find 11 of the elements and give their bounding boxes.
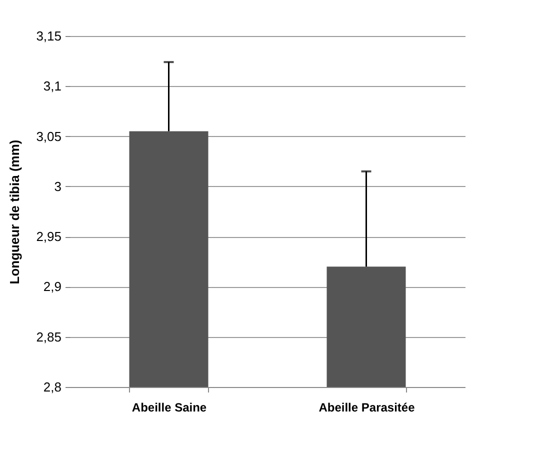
x-tick-label: Abeille Saine bbox=[132, 400, 207, 414]
y-tick-label: 3,1 bbox=[43, 78, 62, 94]
y-tick-label: 2,85 bbox=[36, 329, 62, 344]
y-tick-label: 2,9 bbox=[43, 279, 62, 294]
y-tick-label: 3,15 bbox=[36, 28, 62, 44]
y-tick-label: 3,05 bbox=[36, 128, 62, 144]
y-tick-label: 3 bbox=[54, 178, 62, 194]
x-tick-label: Abeille Parasitée bbox=[318, 400, 416, 414]
y-axis-title: Longueur de tibia (mm) bbox=[7, 140, 22, 284]
y-tick-label: 2,95 bbox=[36, 229, 62, 244]
y-tick-label: 2,8 bbox=[43, 380, 62, 394]
